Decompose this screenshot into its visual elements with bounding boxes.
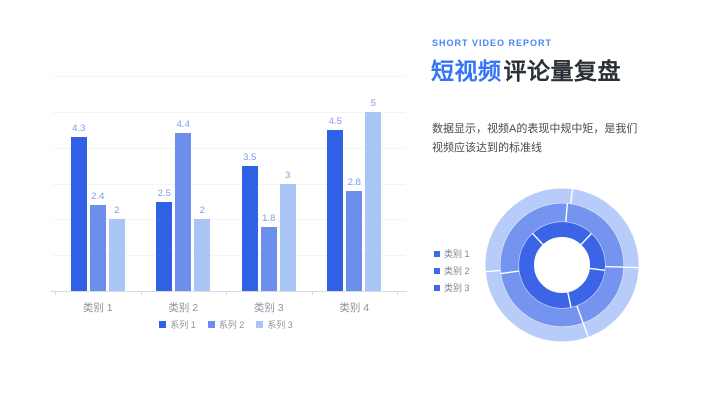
donut-segment-divider bbox=[582, 323, 589, 338]
donut-legend-item: 类别 3 bbox=[434, 281, 470, 294]
donut-ring-boundary bbox=[484, 187, 640, 343]
gridline bbox=[53, 112, 405, 113]
bar-value-label: 4.3 bbox=[72, 123, 86, 135]
donut-segment-divider bbox=[623, 266, 639, 269]
legend-label: 系列 1 bbox=[170, 320, 196, 330]
bar-value-label: 2.8 bbox=[347, 176, 361, 188]
legend-label: 系列 3 bbox=[267, 320, 293, 330]
category-label: 类别 4 bbox=[339, 302, 370, 314]
bar-value-label: 4.4 bbox=[176, 119, 190, 131]
bar-系列 2-类别 1 bbox=[89, 205, 106, 291]
bar-value-label: 4.5 bbox=[328, 115, 342, 127]
bar-value-label: 2 bbox=[114, 205, 120, 217]
bar-系列 2-类别 3 bbox=[260, 226, 277, 291]
bar-value-label: 1.8 bbox=[262, 212, 276, 224]
x-axis-tick bbox=[140, 291, 142, 295]
x-axis-tick bbox=[311, 291, 313, 295]
bar-系列 2-类别 4 bbox=[346, 190, 363, 291]
bar-value-label: 2.4 bbox=[91, 191, 105, 203]
gridline bbox=[53, 147, 405, 149]
legend-item: 系列 1 bbox=[159, 318, 196, 331]
donut-segment-divider bbox=[485, 269, 501, 273]
legend-swatch-icon bbox=[434, 284, 440, 291]
legend-label: 类别 3 bbox=[444, 283, 470, 293]
donut-segment-divider bbox=[567, 292, 572, 308]
bar-系列 3-类别 2 bbox=[194, 219, 211, 291]
donut-legend-item: 类别 2 bbox=[434, 264, 470, 277]
donut-legend-item: 类别 1 bbox=[434, 247, 470, 260]
bar-value-label: 5 bbox=[370, 98, 376, 109]
donut-legend: 类别 1 类别 2 类别 3 bbox=[434, 247, 470, 294]
legend-swatch-icon bbox=[434, 250, 440, 257]
x-axis-tick bbox=[397, 291, 398, 295]
bar-系列 3-类别 1 bbox=[108, 219, 125, 291]
eyebrow-text: SHORT VIDEO REPORT bbox=[432, 38, 553, 48]
bar-系列 3-类别 4 bbox=[365, 112, 382, 291]
bar-系列 2-类别 2 bbox=[175, 133, 192, 291]
x-axis-tick bbox=[226, 291, 227, 295]
x-axis-line bbox=[50, 291, 407, 292]
x-axis-tick bbox=[55, 291, 56, 295]
title-highlight: 短视频 bbox=[431, 58, 502, 84]
body-text: 数据显示，视频A的表现中规中矩，是我们 视频应该达到的标准线 bbox=[432, 123, 638, 154]
legend-swatch-icon bbox=[256, 321, 264, 328]
legend-item: 系列 3 bbox=[256, 318, 293, 331]
category-label: 类别 1 bbox=[82, 302, 113, 314]
donut-chart bbox=[484, 187, 640, 343]
gridline bbox=[53, 76, 405, 78]
gridline bbox=[53, 183, 405, 185]
donut-segment-divider bbox=[500, 270, 520, 275]
category-label: 类别 3 bbox=[253, 302, 284, 314]
legend-label: 系列 2 bbox=[218, 320, 245, 330]
legend-swatch-icon bbox=[159, 321, 167, 328]
legend-label: 类别 2 bbox=[444, 266, 470, 276]
bar-系列 1-类别 3 bbox=[241, 165, 258, 291]
donut-segment-divider bbox=[605, 265, 624, 268]
donut-segment-divider bbox=[565, 203, 569, 222]
legend-swatch-icon bbox=[207, 321, 215, 328]
legend-label: 类别 1 bbox=[444, 249, 470, 259]
title-rest: 评论量复盘 bbox=[503, 58, 621, 84]
bar-value-label: 2.5 bbox=[157, 187, 171, 199]
page-title: 短视频评论量复盘 bbox=[431, 52, 621, 86]
bar-系列 1-类别 2 bbox=[156, 201, 173, 291]
legend-swatch-icon bbox=[434, 267, 440, 274]
bar-系列 3-类别 3 bbox=[279, 183, 296, 291]
donut-segment-divider bbox=[576, 305, 584, 324]
category-label: 类别 2 bbox=[168, 302, 199, 314]
legend-item: 系列 2 bbox=[207, 318, 245, 331]
donut-segment-divider bbox=[569, 188, 574, 204]
bar-value-label: 3.5 bbox=[243, 151, 257, 163]
donut-inner-ring bbox=[518, 221, 606, 309]
donut-segment-divider bbox=[589, 267, 606, 271]
donut-segment-divider bbox=[531, 232, 544, 245]
donut-outer-ring bbox=[485, 188, 639, 342]
gridline bbox=[53, 255, 405, 257]
bar-value-label: 2 bbox=[199, 205, 205, 217]
bar-系列 1-类别 4 bbox=[327, 129, 344, 291]
bar-value-label: 3 bbox=[285, 169, 291, 181]
bar-系列 1-类别 1 bbox=[70, 137, 87, 291]
gridline bbox=[53, 219, 405, 221]
donut-middle-ring bbox=[500, 203, 624, 327]
bar-chart-legend: 系列 1 系列 2 系列 3 bbox=[55, 318, 397, 331]
donut-segment-divider bbox=[580, 232, 593, 245]
